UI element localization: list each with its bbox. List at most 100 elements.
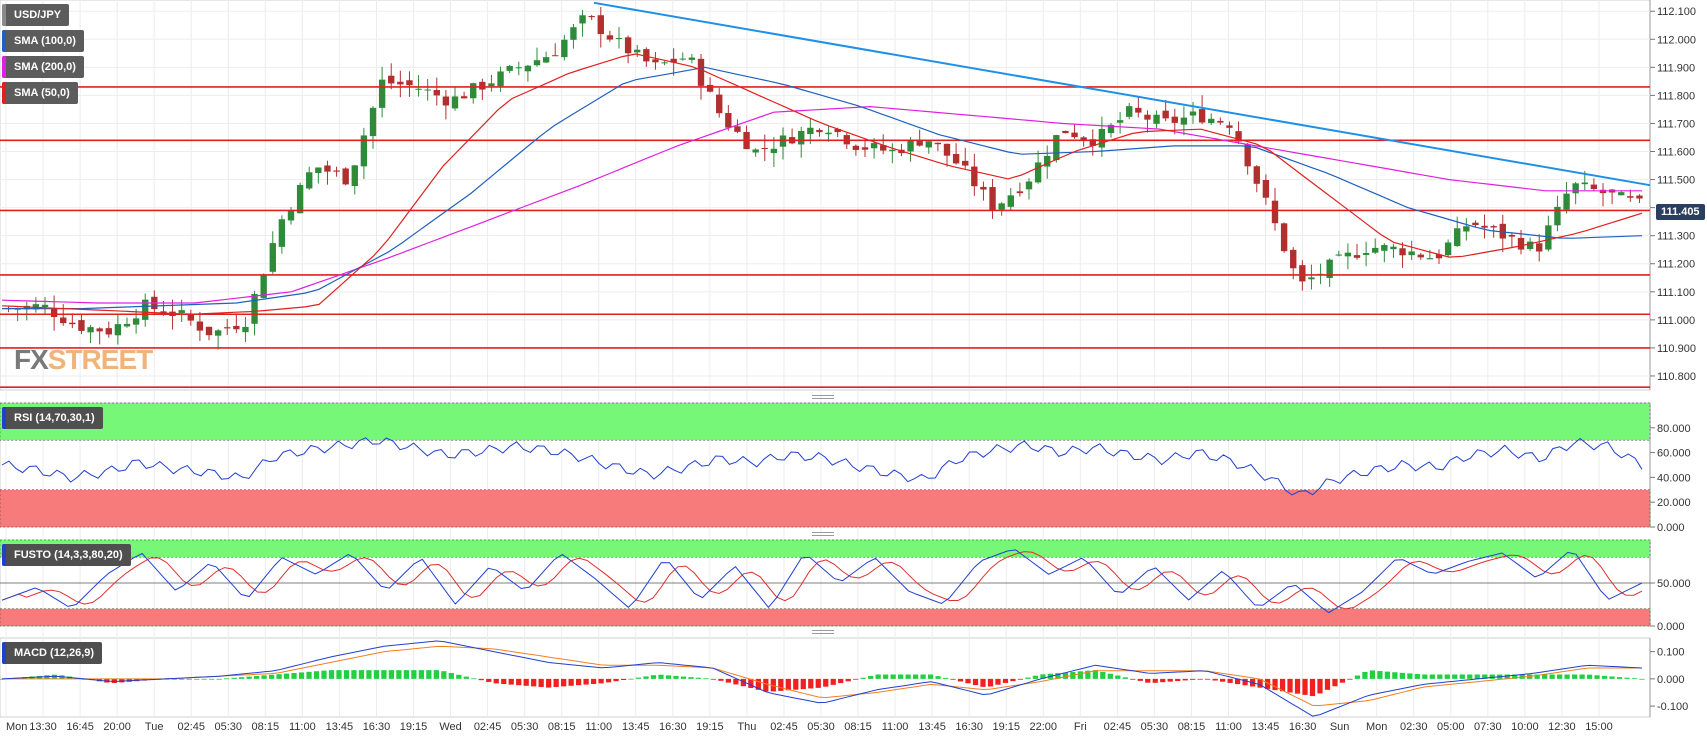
candle-body xyxy=(1581,182,1588,185)
macd-histogram-bar xyxy=(553,678,559,687)
legend-sma200-label: SMA (200,0) xyxy=(14,61,76,73)
macd-histogram-bar xyxy=(890,674,896,679)
macd-histogram-bar xyxy=(860,677,866,679)
candle-body xyxy=(1508,234,1516,237)
macd-histogram-bar xyxy=(883,674,889,679)
candle-body xyxy=(479,81,486,90)
candle-body xyxy=(1490,226,1497,228)
x-tick-label: Mon xyxy=(1366,721,1387,733)
macd-histogram-bar xyxy=(1542,674,1548,679)
rsi-overbought-zone xyxy=(0,402,1651,441)
y-tick-label: 111.600 xyxy=(1657,147,1695,159)
macd-histogram-bar xyxy=(201,678,207,680)
y-tick-label: 110.800 xyxy=(1657,371,1696,383)
candle-body xyxy=(706,84,714,92)
rsi-tick-label: 80.000 xyxy=(1657,423,1691,435)
candle-body xyxy=(1007,195,1014,207)
candle-body xyxy=(761,148,768,150)
candle-body xyxy=(1171,116,1178,123)
macd-histogram-bar xyxy=(778,678,784,691)
candle-body xyxy=(224,327,231,329)
candle-body xyxy=(251,294,258,324)
macd-histogram-bar xyxy=(1317,678,1323,694)
macd-histogram-bar xyxy=(1294,678,1301,694)
macd-histogram-bar xyxy=(815,678,821,688)
candle-body xyxy=(552,55,559,57)
sma50-line xyxy=(1,53,1643,315)
y-tick-label: 111.300 xyxy=(1657,231,1695,243)
candle-body xyxy=(1472,222,1479,226)
legend-symbol[interactable]: USD/JPY xyxy=(2,4,70,26)
candle-body xyxy=(634,49,641,53)
macd-histogram-bar xyxy=(441,671,447,679)
macd-histogram-bar xyxy=(216,678,222,680)
fusto-oversold-zone xyxy=(0,608,1651,627)
x-tick-label: Tue xyxy=(145,721,164,733)
macd-histogram-bar xyxy=(1594,675,1600,679)
macd-histogram-bar xyxy=(785,678,791,691)
macd-histogram-bar xyxy=(1339,678,1346,683)
y-tick-label: 112.000 xyxy=(1657,34,1696,46)
macd-histogram xyxy=(0,670,1645,697)
pane-splitter-macd[interactable] xyxy=(812,630,834,634)
candle-body xyxy=(1381,245,1388,251)
macd-histogram-bar xyxy=(1115,675,1121,679)
candle-body xyxy=(296,184,304,214)
legend-rsi[interactable]: RSI (14,70,30,1) xyxy=(2,407,103,429)
macd-histogram-bar xyxy=(1414,674,1420,679)
macd-histogram-bar xyxy=(426,670,432,679)
candle-body xyxy=(1554,206,1561,226)
candle-body xyxy=(1299,265,1306,282)
candle-body xyxy=(1198,109,1206,123)
y-tick-label: 111.900 xyxy=(1657,62,1695,74)
candle-body xyxy=(716,94,723,114)
macd-histogram-bar xyxy=(710,678,717,680)
macd-histogram-bar xyxy=(770,678,776,692)
candle-body xyxy=(670,58,677,63)
pane-splitter-fusto[interactable] xyxy=(812,532,834,536)
candle-body xyxy=(269,243,276,272)
macd-histogram-bar xyxy=(1152,678,1158,683)
macd-histogram-bar xyxy=(823,678,829,687)
candle-body xyxy=(360,135,368,167)
candle-body xyxy=(406,80,413,86)
candle-body xyxy=(287,210,295,221)
macd-histogram-bar xyxy=(1362,671,1368,679)
macd-histogram-bar xyxy=(898,674,904,679)
candle-body xyxy=(442,96,450,106)
macd-histogram-bar xyxy=(980,678,986,687)
legend-fusto[interactable]: FUSTO (14,3,3,80,20) xyxy=(2,544,131,566)
macd-histogram-bar xyxy=(1519,674,1525,679)
candle-body xyxy=(96,328,103,332)
macd-histogram-bar xyxy=(1025,677,1031,679)
macd-histogram-bar xyxy=(531,678,537,687)
candle-body xyxy=(1344,252,1352,257)
macd-histogram-bar xyxy=(987,678,994,687)
candle-body xyxy=(1280,223,1288,252)
macd-histogram-bar xyxy=(1167,678,1173,682)
candle-body xyxy=(1262,179,1270,198)
fxstreet-watermark: FXSTREET xyxy=(14,344,153,376)
candle-body xyxy=(306,172,313,189)
x-tick-label: 05:30 xyxy=(511,721,539,733)
macd-histogram-bar xyxy=(1631,678,1638,680)
legend-sma50[interactable]: SMA (50,0) xyxy=(2,82,78,104)
x-tick-label: Mon xyxy=(6,721,27,733)
macd-histogram-bar xyxy=(1354,675,1361,679)
candle-body xyxy=(1435,254,1443,259)
legend-sma200[interactable]: SMA (200,0) xyxy=(2,56,84,78)
x-tick-label: 13:45 xyxy=(622,721,650,733)
legend-sma100[interactable]: SMA (100,0) xyxy=(2,30,84,52)
candle-body xyxy=(798,131,805,145)
pane-splitter-rsi[interactable] xyxy=(812,395,834,399)
macd-histogram-bar xyxy=(740,678,746,687)
x-tick-label: 08:15 xyxy=(1178,721,1206,733)
macd-histogram-bar xyxy=(733,678,739,685)
macd-histogram-bar xyxy=(313,671,320,679)
y-tick-label: 111.800 xyxy=(1657,90,1695,102)
legend-macd[interactable]: MACD (12,26,9) xyxy=(2,642,103,664)
candle-body xyxy=(1390,246,1397,250)
x-tick-label: 10:00 xyxy=(1511,721,1539,733)
candle-body xyxy=(378,79,386,108)
current-price-tag: 111.405 xyxy=(1656,204,1705,220)
